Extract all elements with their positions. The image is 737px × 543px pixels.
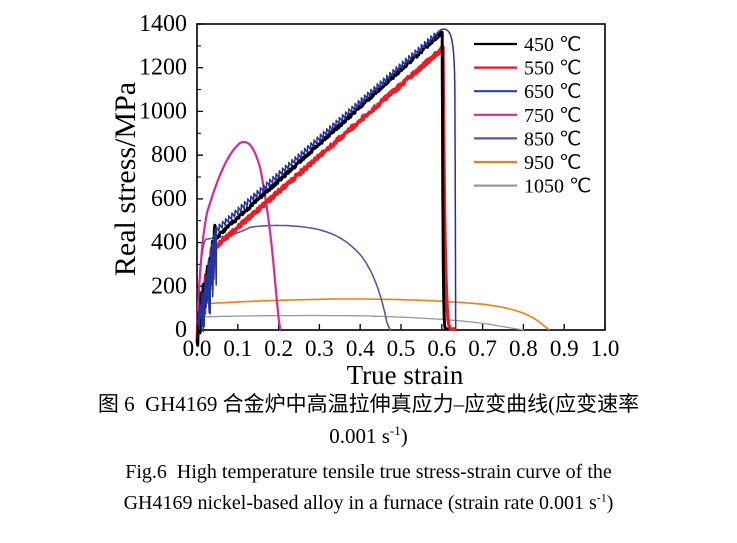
svg-text:1000: 1000 [139, 98, 187, 124]
svg-text:0.8: 0.8 [509, 336, 538, 361]
svg-text:400: 400 [151, 230, 187, 256]
svg-text:0.0: 0.0 [183, 336, 212, 361]
svg-text:0.2: 0.2 [264, 336, 293, 361]
svg-text:800: 800 [151, 142, 187, 168]
svg-text:750 ℃: 750 ℃ [524, 105, 581, 127]
svg-text:1200: 1200 [139, 55, 187, 81]
svg-text:600: 600 [151, 186, 187, 212]
svg-text:1050 ℃: 1050 ℃ [524, 176, 591, 198]
svg-text:1400: 1400 [139, 11, 187, 37]
svg-text:0.5: 0.5 [387, 336, 416, 361]
svg-text:0.3: 0.3 [305, 336, 334, 361]
svg-text:1.0: 1.0 [591, 336, 620, 361]
svg-text:0.9: 0.9 [550, 336, 579, 361]
svg-text:550 ℃: 550 ℃ [524, 58, 581, 80]
svg-text:Real stress/MPa: Real stress/MPa [109, 82, 142, 276]
svg-text:450 ℃: 450 ℃ [524, 34, 581, 56]
svg-text:950 ℃: 950 ℃ [524, 152, 581, 174]
svg-text:0.6: 0.6 [427, 336, 456, 361]
svg-text:0.1: 0.1 [223, 336, 252, 361]
svg-text:200: 200 [151, 273, 187, 299]
svg-text:True strain: True strain [347, 360, 464, 390]
svg-text:650 ℃: 650 ℃ [524, 81, 581, 103]
svg-text:850 ℃: 850 ℃ [524, 128, 581, 150]
svg-text:0.7: 0.7 [468, 336, 497, 361]
svg-text:0.4: 0.4 [346, 336, 375, 361]
